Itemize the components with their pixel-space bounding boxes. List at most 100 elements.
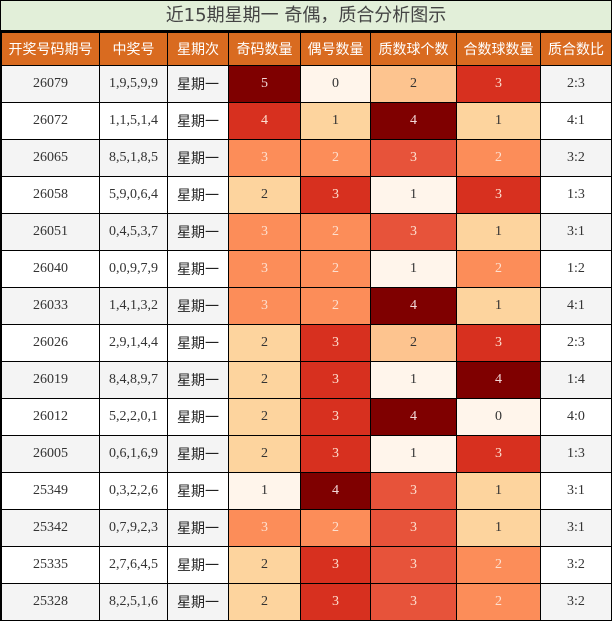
odd-count-cell: 2 bbox=[228, 546, 301, 584]
numbers-cell: 2,7,6,4,5 bbox=[99, 546, 168, 584]
prime-count-cell: 1 bbox=[370, 435, 457, 473]
numbers-cell: 0,3,2,2,6 bbox=[99, 472, 168, 510]
composite-count-cell: 1 bbox=[456, 102, 541, 140]
numbers-cell: 5,2,2,0,1 bbox=[99, 398, 168, 436]
prime-count-cell: 3 bbox=[370, 546, 457, 584]
composite-count-cell: 1 bbox=[456, 509, 541, 547]
prime-count-cell: 3 bbox=[370, 139, 457, 177]
odd-count-cell: 4 bbox=[228, 102, 301, 140]
prime-count-cell: 3 bbox=[370, 509, 457, 547]
prime-count-cell: 1 bbox=[370, 361, 457, 399]
ratio-cell: 1:2 bbox=[540, 250, 612, 288]
table-row: 26051 0,4,5,3,7 星期一 3 2 3 1 3:1 bbox=[1, 213, 612, 251]
numbers-cell: 5,9,0,6,4 bbox=[99, 176, 168, 214]
weekday-cell: 星期一 bbox=[167, 435, 229, 473]
numbers-cell: 8,4,8,9,7 bbox=[99, 361, 168, 399]
ratio-cell: 3:1 bbox=[540, 472, 612, 510]
even-count-cell: 3 bbox=[300, 361, 371, 399]
header-prime-composite-ratio: 质合数比 bbox=[540, 32, 612, 66]
header-numbers: 中奖号 bbox=[99, 32, 168, 66]
odd-count-cell: 3 bbox=[228, 509, 301, 547]
even-count-cell: 1 bbox=[300, 102, 371, 140]
even-count-cell: 3 bbox=[300, 546, 371, 584]
ratio-cell: 3:2 bbox=[540, 139, 612, 177]
prime-count-cell: 2 bbox=[370, 65, 457, 103]
weekday-cell: 星期一 bbox=[167, 287, 229, 325]
even-count-cell: 2 bbox=[300, 213, 371, 251]
odd-count-cell: 5 bbox=[228, 65, 301, 103]
even-count-cell: 3 bbox=[300, 324, 371, 362]
numbers-cell: 1,9,5,9,9 bbox=[99, 65, 168, 103]
even-count-cell: 0 bbox=[300, 65, 371, 103]
ratio-cell: 1:3 bbox=[540, 435, 612, 473]
composite-count-cell: 3 bbox=[456, 324, 541, 362]
numbers-cell: 0,6,1,6,9 bbox=[99, 435, 168, 473]
weekday-cell: 星期一 bbox=[167, 213, 229, 251]
composite-count-cell: 2 bbox=[456, 546, 541, 584]
prime-count-cell: 1 bbox=[370, 250, 457, 288]
issue-cell: 25342 bbox=[1, 509, 100, 547]
table-row: 26012 5,2,2,0,1 星期一 2 3 4 0 4:0 bbox=[1, 398, 612, 436]
header-even-count: 偶号数量 bbox=[300, 32, 371, 66]
odd-count-cell: 2 bbox=[228, 398, 301, 436]
table-row: 26005 0,6,1,6,9 星期一 2 3 1 3 1:3 bbox=[1, 435, 612, 473]
prime-count-cell: 4 bbox=[370, 102, 457, 140]
header-odd-count: 奇码数量 bbox=[228, 32, 301, 66]
odd-count-cell: 2 bbox=[228, 324, 301, 362]
table-row: 26033 1,4,1,3,2 星期一 3 2 4 1 4:1 bbox=[1, 287, 612, 325]
issue-cell: 26079 bbox=[1, 65, 100, 103]
issue-cell: 26026 bbox=[1, 324, 100, 362]
issue-cell: 26040 bbox=[1, 250, 100, 288]
odd-count-cell: 2 bbox=[228, 361, 301, 399]
issue-cell: 26005 bbox=[1, 435, 100, 473]
ratio-cell: 3:2 bbox=[540, 546, 612, 584]
composite-count-cell: 2 bbox=[456, 250, 541, 288]
weekday-cell: 星期一 bbox=[167, 324, 229, 362]
odd-count-cell: 1 bbox=[228, 472, 301, 510]
ratio-cell: 2:3 bbox=[540, 65, 612, 103]
issue-cell: 26019 bbox=[1, 361, 100, 399]
header-prime-count: 质数球个数 bbox=[370, 32, 457, 66]
table-row: 26079 1,9,5,9,9 星期一 5 0 2 3 2:3 bbox=[1, 65, 612, 103]
composite-count-cell: 1 bbox=[456, 287, 541, 325]
weekday-cell: 星期一 bbox=[167, 583, 229, 621]
prime-count-cell: 4 bbox=[370, 287, 457, 325]
table-row: 25342 0,7,9,2,3 星期一 3 2 3 1 3:1 bbox=[1, 509, 612, 547]
weekday-cell: 星期一 bbox=[167, 65, 229, 103]
table-row: 26040 0,0,9,7,9 星期一 3 2 1 2 1:2 bbox=[1, 250, 612, 288]
weekday-cell: 星期一 bbox=[167, 139, 229, 177]
header-issue: 开奖号码期号 bbox=[1, 32, 100, 66]
header-composite-count: 合数球数量 bbox=[456, 32, 541, 66]
ratio-cell: 3:2 bbox=[540, 583, 612, 621]
weekday-cell: 星期一 bbox=[167, 546, 229, 584]
table-row: 25335 2,7,6,4,5 星期一 2 3 3 2 3:2 bbox=[1, 546, 612, 584]
issue-cell: 26065 bbox=[1, 139, 100, 177]
numbers-cell: 8,5,1,8,5 bbox=[99, 139, 168, 177]
even-count-cell: 3 bbox=[300, 176, 371, 214]
weekday-cell: 星期一 bbox=[167, 250, 229, 288]
ratio-cell: 1:3 bbox=[540, 176, 612, 214]
issue-cell: 25349 bbox=[1, 472, 100, 510]
numbers-cell: 1,1,5,1,4 bbox=[99, 102, 168, 140]
issue-cell: 26072 bbox=[1, 102, 100, 140]
weekday-cell: 星期一 bbox=[167, 361, 229, 399]
ratio-cell: 4:1 bbox=[540, 287, 612, 325]
prime-count-cell: 3 bbox=[370, 472, 457, 510]
composite-count-cell: 0 bbox=[456, 398, 541, 436]
numbers-cell: 1,4,1,3,2 bbox=[99, 287, 168, 325]
table-row: 26019 8,4,8,9,7 星期一 2 3 1 4 1:4 bbox=[1, 361, 612, 399]
composite-count-cell: 2 bbox=[456, 139, 541, 177]
prime-count-cell: 1 bbox=[370, 176, 457, 214]
table-row: 25328 8,2,5,1,6 星期一 2 3 3 2 3:2 bbox=[1, 583, 612, 621]
even-count-cell: 2 bbox=[300, 287, 371, 325]
ratio-cell: 2:3 bbox=[540, 324, 612, 362]
even-count-cell: 2 bbox=[300, 139, 371, 177]
table-row: 26065 8,5,1,8,5 星期一 3 2 3 2 3:2 bbox=[1, 139, 612, 177]
weekday-cell: 星期一 bbox=[167, 509, 229, 547]
odd-count-cell: 2 bbox=[228, 435, 301, 473]
odd-count-cell: 2 bbox=[228, 176, 301, 214]
table-row: 26026 2,9,1,4,4 星期一 2 3 2 3 2:3 bbox=[1, 324, 612, 362]
header-row: 开奖号码期号 中奖号 星期次 奇码数量 偶号数量 质数球个数 合数球数量 质合数… bbox=[1, 32, 612, 66]
numbers-cell: 8,2,5,1,6 bbox=[99, 583, 168, 621]
